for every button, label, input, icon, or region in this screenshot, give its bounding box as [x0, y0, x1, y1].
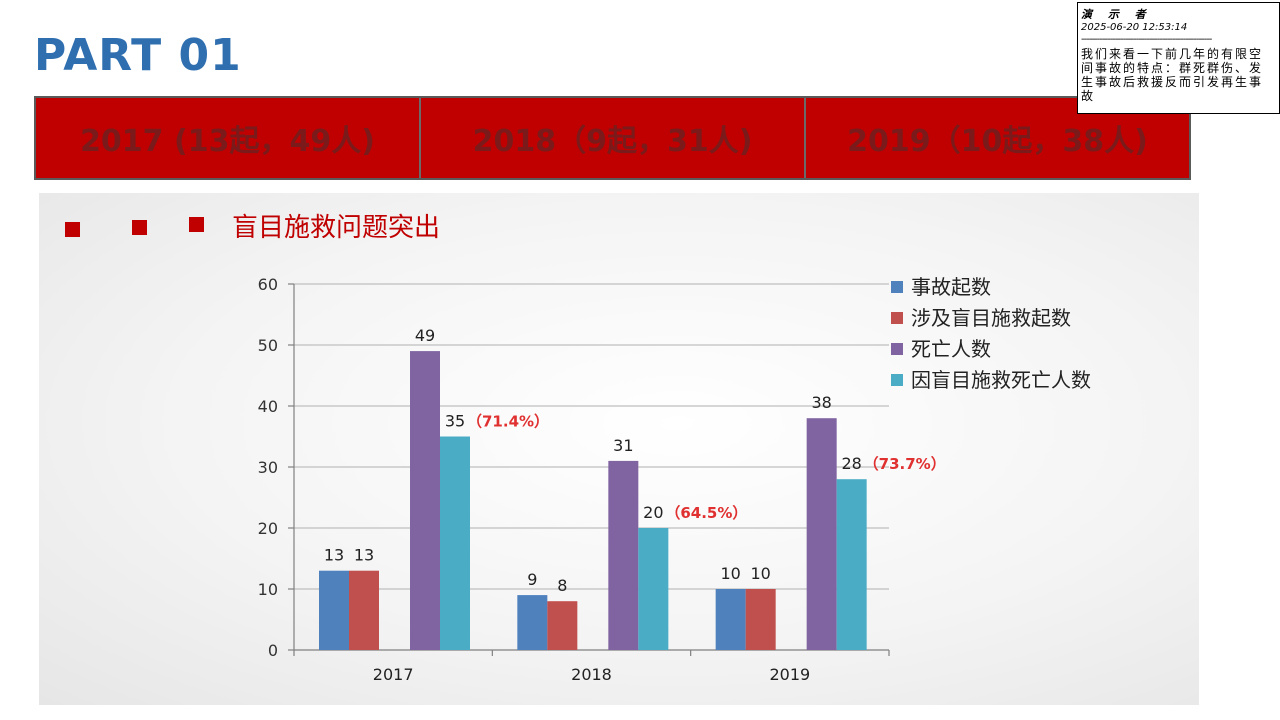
bar: [608, 460, 639, 650]
data-label: 8: [557, 576, 567, 595]
year-summary-bar: 2017 (13起，49人) 2018（9起，31人) 2019（10起，38人…: [34, 96, 1191, 180]
y-tick-label: 50: [258, 336, 278, 355]
percent-annotation: （73.7%）: [864, 455, 946, 473]
legend-label: 事故起数: [911, 275, 991, 299]
y-tick-label: 0: [268, 641, 278, 660]
data-label: 28: [841, 454, 861, 473]
bar: [349, 570, 379, 650]
bar: [440, 436, 470, 650]
presenter-note: 演 示 者 2025-06-20 12:53:14 --------------…: [1077, 2, 1280, 114]
note-separator: ----------------------------------------…: [1081, 34, 1212, 45]
bar: [745, 589, 776, 650]
bar: [806, 418, 837, 650]
note-timestamp: 2025-06-20 12:53:14: [1081, 22, 1188, 33]
section-title: 盲目施救问题突出: [232, 213, 441, 243]
bar: [517, 595, 548, 650]
bullet-square-icon: [132, 220, 147, 235]
bullet-square-icon: [189, 217, 204, 232]
data-label: 10: [720, 564, 740, 583]
percent-annotation: （71.4%）: [467, 413, 549, 431]
x-tick-label: 2018: [571, 665, 612, 684]
x-tick-label: 2017: [373, 665, 414, 684]
data-label: 31: [613, 436, 633, 455]
y-tick-label: 20: [258, 519, 278, 538]
note-body: 我们来看一下前几年的有限空间事故的特点：群死群伤、发生事故后救援反而引发再生事故: [1081, 47, 1264, 103]
x-tick-label: 2019: [769, 665, 810, 684]
bar: [836, 479, 867, 650]
bar: [638, 528, 669, 650]
data-label: 10: [750, 564, 770, 583]
data-label: 35: [445, 412, 465, 431]
legend-swatch: [891, 281, 903, 293]
data-label: 9: [527, 570, 537, 589]
bar-chart: 0 10 20 30 40 50 60 13 13 49 35 2017 9 8 31 20 2018 10 10 3…: [258, 275, 1091, 684]
data-label: 49: [415, 326, 435, 345]
bar: [715, 589, 746, 650]
y-tick-label: 30: [258, 458, 278, 477]
legend-swatch: [891, 374, 903, 386]
year-cell-2019: 2019（10起，38人): [847, 124, 1148, 159]
section-header: 盲目施救问题突出: [65, 207, 440, 244]
legend-label: 涉及盲目施救起数: [911, 306, 1071, 330]
bar: [410, 351, 440, 650]
y-tick-label: 10: [258, 580, 278, 599]
percent-annotation: （64.5%）: [665, 504, 747, 522]
bar: [547, 601, 578, 650]
legend-swatch: [891, 312, 903, 324]
year-cell-2017: 2017 (13起，49人): [36, 98, 421, 178]
year-cell-2018: 2018（9起，31人): [421, 98, 806, 178]
y-tick-label: 40: [258, 397, 278, 416]
legend-label: 因盲目施救死亡人数: [911, 368, 1091, 392]
data-label: 38: [811, 393, 831, 412]
chart-panel: 盲目施救问题突出 0 10 20 30 40 50 60 13 13 49 35 2017 9 8 31 20…: [39, 193, 1199, 705]
data-label: 13: [354, 546, 374, 565]
legend-label: 死亡人数: [911, 337, 991, 361]
data-label: 13: [324, 546, 344, 565]
bar: [319, 570, 349, 650]
bullet-square-icon: [65, 222, 80, 237]
data-label: 20: [643, 503, 663, 522]
part-title: PART 01: [34, 30, 242, 81]
note-author: 演 示 者: [1081, 8, 1152, 21]
legend-swatch: [891, 343, 903, 355]
y-tick-label: 60: [258, 275, 278, 294]
